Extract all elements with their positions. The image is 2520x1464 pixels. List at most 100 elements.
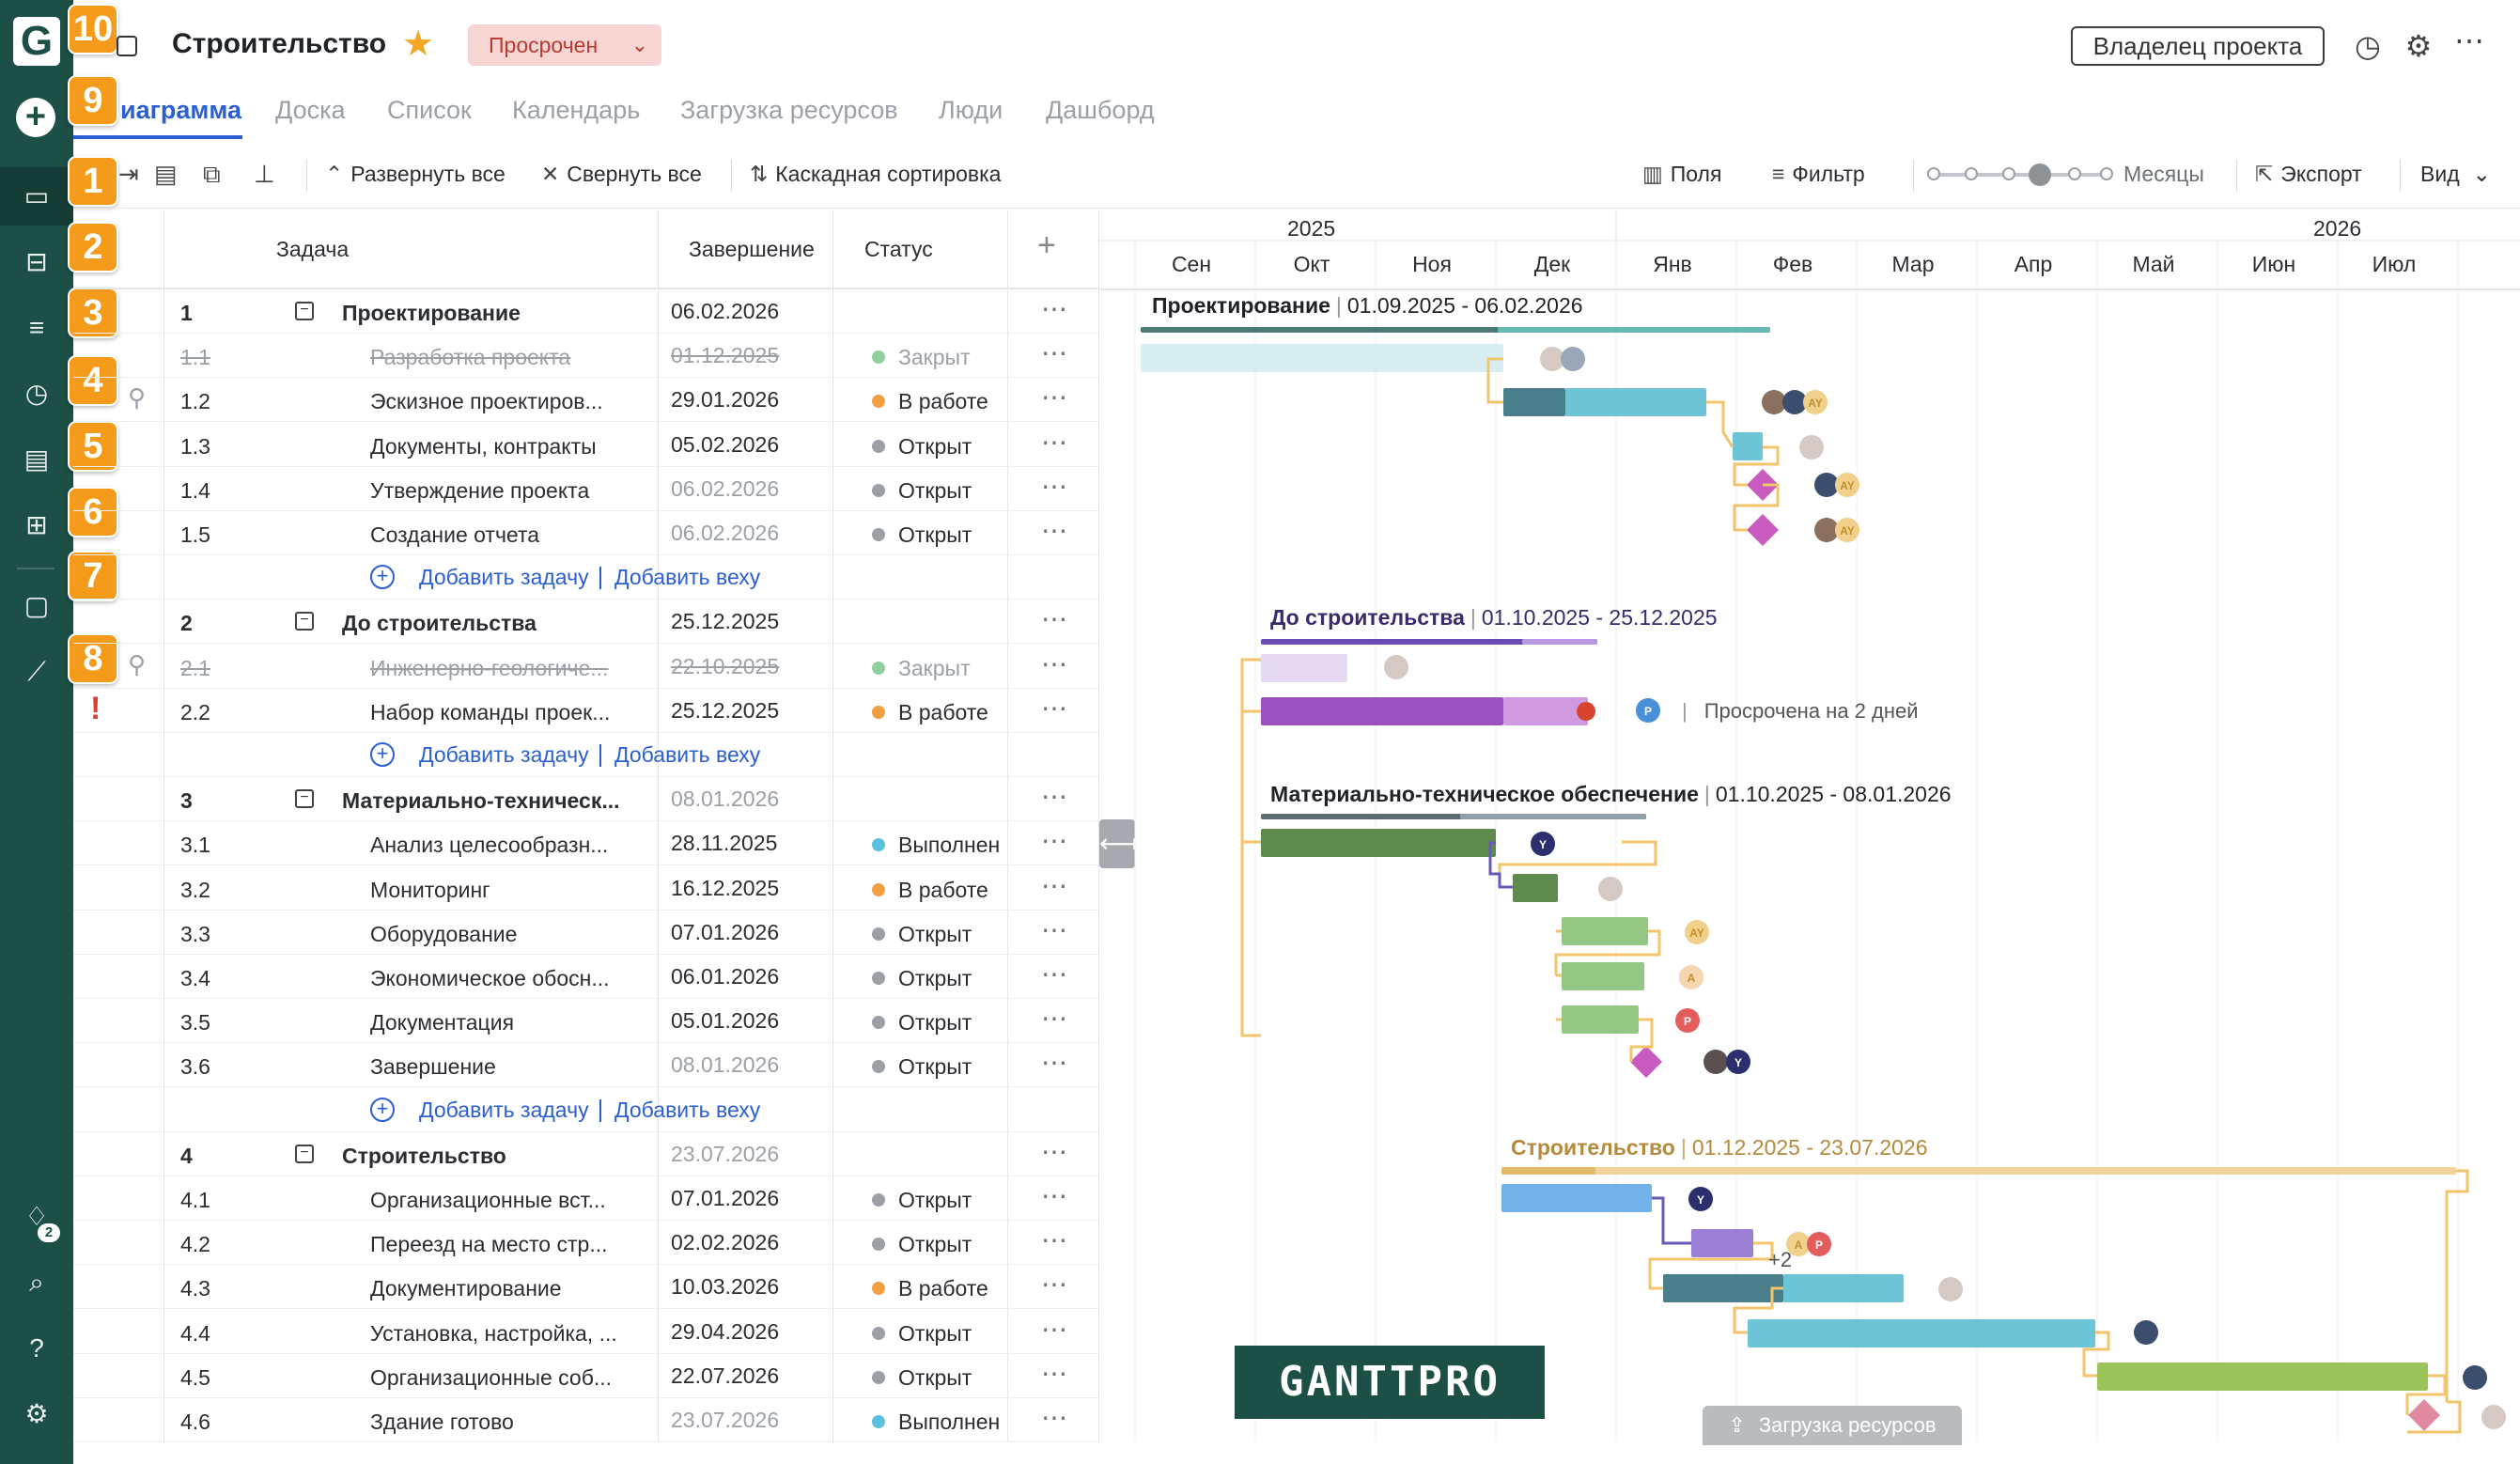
end-date[interactable]: 16.12.2025 xyxy=(671,875,780,900)
end-date[interactable]: 28.11.2025 xyxy=(671,831,778,856)
task-name[interactable]: Разработка проекта xyxy=(370,345,571,370)
add-milestone-link[interactable]: Добавить веху xyxy=(614,565,761,590)
task-name[interactable]: Утверждение проекта xyxy=(370,477,590,503)
end-date[interactable]: 25.12.2025 xyxy=(671,697,780,723)
milestone-diamond[interactable] xyxy=(2408,1399,2440,1431)
avatar[interactable] xyxy=(1679,965,1703,989)
hierarchy-icon[interactable]: ⧉ xyxy=(203,160,221,188)
avatar[interactable] xyxy=(1799,435,1824,459)
zoom-slider[interactable] xyxy=(1927,164,2113,186)
task-row[interactable]: 1.4 Утверждение проекта 06.02.2026 Открыт ⋯ xyxy=(73,467,1099,511)
settings-icon[interactable]: ⚙ xyxy=(24,1399,49,1428)
row-more-icon[interactable]: ⋯ xyxy=(1041,1048,1068,1078)
task-row[interactable]: 4.5 Организационные соб... 22.07.2026 Откры… xyxy=(73,1354,1099,1398)
status-cell[interactable]: Закрыт xyxy=(872,345,971,370)
task-bar[interactable] xyxy=(1733,432,1763,460)
tab-list[interactable]: Список xyxy=(387,96,472,124)
avatar[interactable] xyxy=(1814,518,1839,542)
end-date[interactable]: 22.10.2025 xyxy=(671,653,780,678)
overdue-flame-icon[interactable] xyxy=(1577,702,1595,721)
task-row[interactable]: 2.1 Инженерно-геологиче... 22.10.2025 Закры… xyxy=(73,645,1099,689)
collapse-toggle-icon[interactable]: − xyxy=(295,1144,314,1163)
task-name[interactable]: Документация xyxy=(370,1010,515,1036)
task-name[interactable]: Материально-техническ... xyxy=(342,788,620,814)
add-milestone-link[interactable]: Добавить веху xyxy=(614,742,761,767)
collapse-toggle-icon[interactable]: − xyxy=(295,302,314,320)
row-more-icon[interactable]: ⋯ xyxy=(1041,782,1068,812)
avatar[interactable] xyxy=(1835,518,1859,542)
export-button[interactable]: ⇱ Экспорт xyxy=(2255,162,2362,187)
end-date[interactable]: 07.01.2026 xyxy=(671,919,780,944)
column-header-end[interactable]: Завершение xyxy=(689,237,815,261)
task-bar[interactable] xyxy=(1663,1274,1783,1302)
zoom-step[interactable] xyxy=(2002,167,2015,180)
status-cell[interactable]: В работе xyxy=(872,389,988,414)
row-more-icon[interactable]: ⋯ xyxy=(1041,1136,1068,1166)
task-bar[interactable] xyxy=(2097,1363,2428,1391)
summary-bar-progress[interactable] xyxy=(1522,639,1597,645)
summary-bar[interactable] xyxy=(1501,1167,2456,1175)
zoom-step[interactable] xyxy=(2068,167,2081,180)
avatar[interactable] xyxy=(2481,1405,2506,1429)
task-name[interactable]: Документирование xyxy=(370,1276,562,1301)
row-more-icon[interactable]: ⋯ xyxy=(1041,1004,1068,1034)
collapse-toggle-icon[interactable]: − xyxy=(295,612,314,631)
end-date[interactable]: 06.02.2026 xyxy=(671,299,780,323)
task-row[interactable]: 3.4 Экономическое обосн... 06.01.2026 Откры… xyxy=(73,955,1099,999)
task-row[interactable]: 1.1 Разработка проекта 01.12.2025 Закрыт ⋯ xyxy=(73,334,1099,379)
fields-button[interactable]: ▥ Поля xyxy=(1642,162,1721,187)
favorite-star-icon[interactable]: ★ xyxy=(402,24,435,64)
end-date[interactable]: 23.07.2026 xyxy=(671,1141,780,1166)
task-row[interactable]: 3.5 Документация 05.01.2026 Открыт ⋯ xyxy=(73,999,1099,1044)
avatar[interactable] xyxy=(1598,877,1623,901)
column-header-status[interactable]: Статус xyxy=(864,237,933,261)
more-icon[interactable]: ⋯ xyxy=(2454,23,2484,57)
task-row[interactable]: 1.2 Эскизное проектиров... 29.01.2026 В раб… xyxy=(73,378,1099,423)
status-cell[interactable]: Открыт xyxy=(872,966,972,991)
summary-label-construction[interactable]: Строительство | 01.12.2025 - 23.07.2026 xyxy=(1511,1135,1928,1160)
row-more-icon[interactable]: ⋯ xyxy=(1041,471,1068,501)
avatar-initials[interactable]: Y xyxy=(1734,1056,1742,1069)
row-more-icon[interactable]: ⋯ xyxy=(1041,1358,1068,1388)
task-format-icon[interactable]: ▤ xyxy=(154,160,178,188)
end-date[interactable]: 10.03.2026 xyxy=(671,1274,780,1300)
task-row[interactable]: 4.2 Переезд на место стр... 02.02.2026 Откр… xyxy=(73,1221,1099,1266)
view-menu-button[interactable]: Вид ⌄ xyxy=(2420,162,2491,187)
end-date[interactable]: 25.12.2025 xyxy=(671,609,780,634)
avatar-initials[interactable]: P xyxy=(1815,1238,1823,1252)
avatar[interactable] xyxy=(1384,655,1408,679)
end-date[interactable]: 06.02.2026 xyxy=(671,475,780,501)
task-bar[interactable] xyxy=(1562,1005,1639,1034)
avatar[interactable] xyxy=(1803,390,1828,414)
status-cell[interactable]: Открыт xyxy=(872,522,972,548)
task-name[interactable]: Здание готово xyxy=(370,1409,514,1434)
avatar-initials[interactable]: Y xyxy=(1539,838,1547,851)
task-bar[interactable] xyxy=(1783,1274,1904,1302)
create-button[interactable]: + xyxy=(16,98,55,137)
task-name[interactable]: Набор команды проек... xyxy=(370,699,611,724)
task-row[interactable]: 1.5 Создание отчета 06.02.2026 Открыт ⋯ xyxy=(73,511,1099,555)
end-date[interactable]: 02.02.2026 xyxy=(671,1230,780,1255)
row-more-icon[interactable]: ⋯ xyxy=(1041,693,1068,723)
add-icon[interactable]: + xyxy=(370,1097,395,1122)
task-bar[interactable] xyxy=(1513,874,1558,902)
task-bar[interactable] xyxy=(1501,1184,1652,1212)
status-cell[interactable]: Открыт xyxy=(872,1188,972,1213)
avatar[interactable] xyxy=(1531,832,1555,856)
project-status-dropdown[interactable]: Просрочен ⌄ xyxy=(468,24,661,66)
avatar[interactable] xyxy=(1814,473,1839,497)
row-more-icon[interactable]: ⋯ xyxy=(1041,1225,1068,1255)
task-row[interactable]: 3.2 Мониторинг 16.12.2025 В работе ⋯ xyxy=(73,866,1099,911)
expand-all-button[interactable]: ⌃ Развернуть все xyxy=(325,162,506,187)
status-cell[interactable]: Выполнен xyxy=(872,1409,1000,1435)
extra-assignees-count[interactable]: +2 xyxy=(1768,1248,1793,1271)
task-name[interactable]: До строительства xyxy=(342,611,537,636)
end-date[interactable]: 06.02.2026 xyxy=(671,521,780,545)
avatar[interactable] xyxy=(1762,390,1786,414)
clip-icon[interactable]: ⟋ xyxy=(27,657,46,686)
summary-label-logistics[interactable]: Материально-техническое обеспечение | 01.1… xyxy=(1270,782,1952,807)
task-name[interactable]: Документы, контракты xyxy=(370,433,597,459)
task-row[interactable]: 3.3 Оборудование 07.01.2026 Открыт ⋯ xyxy=(73,911,1099,955)
end-date[interactable]: 29.01.2026 xyxy=(671,387,780,413)
status-cell[interactable]: Открыт xyxy=(872,478,972,504)
